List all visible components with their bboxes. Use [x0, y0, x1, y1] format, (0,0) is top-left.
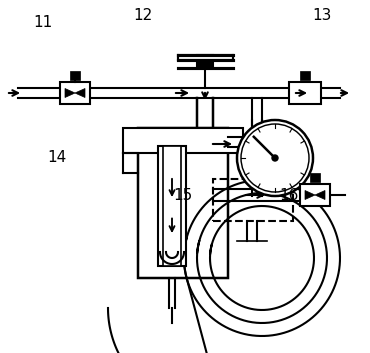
Bar: [310, 173, 320, 182]
Text: 16: 16: [279, 189, 298, 203]
Circle shape: [237, 120, 313, 196]
Polygon shape: [65, 89, 75, 97]
Polygon shape: [75, 89, 85, 97]
Text: 11: 11: [33, 16, 52, 30]
Bar: [197, 60, 213, 68]
Bar: [158, 146, 186, 266]
Bar: [123, 128, 243, 153]
Bar: [163, 146, 181, 266]
Bar: [213, 179, 293, 221]
Bar: [197, 55, 213, 68]
Circle shape: [272, 155, 278, 161]
Polygon shape: [315, 191, 325, 199]
Bar: [60, 82, 90, 104]
Text: 12: 12: [133, 8, 152, 23]
Polygon shape: [305, 191, 315, 199]
Circle shape: [241, 124, 309, 192]
Bar: [300, 184, 330, 206]
Bar: [138, 128, 228, 278]
Text: 14: 14: [48, 150, 67, 164]
Bar: [300, 71, 310, 80]
Bar: [289, 82, 321, 104]
Bar: [178, 55, 232, 60]
Text: 15: 15: [174, 189, 193, 203]
Bar: [70, 71, 80, 80]
Text: 13: 13: [312, 8, 332, 23]
